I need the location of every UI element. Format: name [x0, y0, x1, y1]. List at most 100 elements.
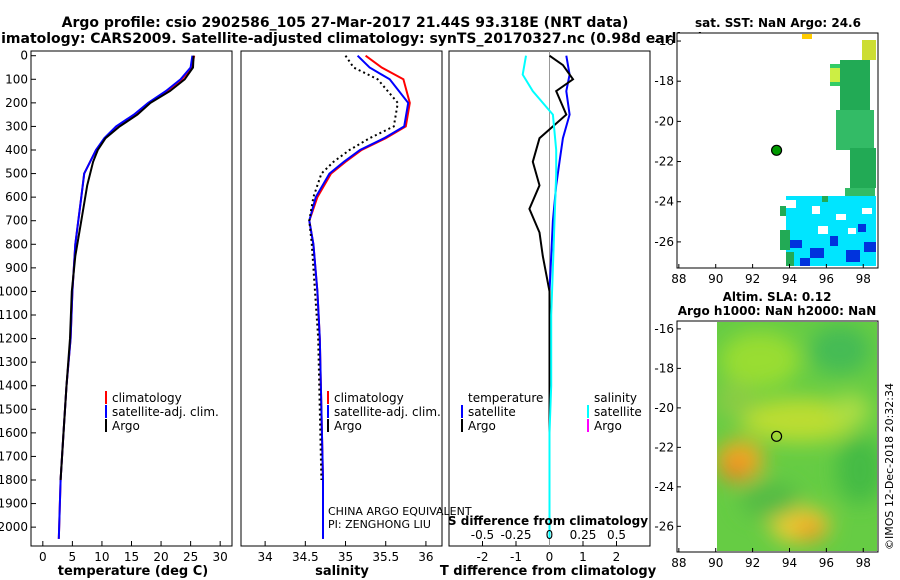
temperature-legend-satellite: satellite-adj. clim.: [112, 405, 219, 419]
temperature-ytick-label: 900: [5, 261, 28, 275]
sla_map-xtick-label: 96: [819, 556, 834, 570]
temperature-ytick-label: 300: [5, 119, 28, 133]
temperature-ytick-label: 200: [5, 96, 28, 110]
temperature-legend-argo: Argo: [112, 419, 140, 433]
sst_map-ytick-label: -18: [654, 74, 674, 88]
temperature-ytick-label: 400: [5, 143, 28, 157]
sst-cell: [850, 148, 876, 188]
sst-cell: [812, 206, 820, 214]
difference-panel: -2 -1 0 1 2 temperature salinity satellite A…: [440, 50, 657, 579]
temperature-xlabel: temperature (deg C): [58, 564, 208, 579]
salinity-xlabel: salinity: [315, 564, 369, 579]
sst_map-xtick-label: 92: [745, 272, 760, 286]
salinity-annotation-line1: CHINA ARGO EQUIVALENT: [328, 505, 472, 518]
difference-legend-title-salinity: salinity: [594, 391, 637, 405]
sla_map-ytick-label: -26: [654, 519, 674, 533]
sla_map-xtick-label: 98: [856, 556, 871, 570]
sst_map-ytick-label: -16: [654, 34, 674, 48]
sst-map-title: sat. SST: NaN Argo: 24.6: [695, 16, 861, 30]
temperature-xtick-label: 0: [39, 550, 47, 564]
salinity-series-satellite-adj-clim-: [308, 54, 410, 539]
sla_map-ytick-label: -22: [654, 440, 674, 454]
sst-cell: [786, 200, 796, 208]
sst-cell: [848, 228, 856, 234]
temperature-legend-climatology: climatology: [112, 391, 182, 405]
sst-cell: [858, 224, 866, 232]
temperature-ytick-label: 1000: [0, 284, 28, 298]
temperature-ytick-label: 1100: [0, 308, 28, 322]
sla_map-ytick-label: -16: [654, 322, 674, 336]
sla-argo-marker: [770, 430, 783, 442]
temperature-xtick-label: 25: [183, 550, 198, 564]
salinity-xtick-label: 34.5: [292, 550, 319, 564]
temperature-xtick-label: 10: [94, 550, 109, 564]
sst-cell: [840, 60, 870, 110]
difference-xtick-label: 0: [546, 550, 554, 564]
salinity-xtick-label: 36: [418, 550, 433, 564]
sst_map-ytick-label: -26: [654, 235, 674, 249]
difference-xtick-label: -2: [477, 550, 489, 564]
temperature-ytick-label: 600: [5, 190, 28, 204]
sst_map-ytick-label: -20: [654, 114, 674, 128]
sst-argo-marker: [770, 144, 783, 156]
temperature-ytick-label: 100: [5, 72, 28, 86]
temperature-xtick-label: 30: [213, 550, 228, 564]
difference-xtick-label: 2: [613, 550, 621, 564]
salinity-panel: 34 34.5 35 35.5 36 climatology satellite-adj…: [240, 50, 472, 579]
sst-cell: [864, 242, 876, 252]
temperature-ytick-label: 700: [5, 214, 28, 228]
sst_map-xtick-label: 90: [708, 272, 723, 286]
temperature-ytick-label: 1800: [0, 473, 28, 487]
sla_map-xtick-label: 94: [782, 556, 797, 570]
difference-xtick2-label: 0.25: [570, 528, 597, 542]
sst-cell: [780, 230, 790, 250]
sst_map-xtick-label: 88: [671, 272, 686, 286]
title-line2: Climatology: CARS2009. Satellite-adjuste…: [0, 31, 704, 47]
salinity-series-argo: [308, 55, 399, 481]
salinity-annotation-line2: PI: ZENGHONG LIU: [328, 518, 431, 531]
temperature-xtick-label: 5: [69, 550, 77, 564]
difference-xlabel-salinity: S difference from climatology: [448, 514, 648, 528]
sst-cell: [836, 110, 874, 150]
temperature-series-argo: [59, 55, 195, 481]
difference-xlabel-temperature: T difference from climatology: [440, 564, 657, 579]
sla-map-panel: Altim. SLA: 0.12 Argo h1000: NaN h2000: …: [654, 290, 879, 570]
sst-cell: [862, 208, 872, 214]
sst-cell: [802, 34, 812, 39]
difference-legend-t-argo: Argo: [468, 419, 496, 433]
salinity-series-climatology: [308, 54, 411, 539]
sst-cell: [830, 68, 840, 82]
difference-series-s-satellite: [521, 55, 558, 539]
salinity-xtick-label: 35: [338, 550, 353, 564]
temperature-xtick-label: 15: [124, 550, 139, 564]
sst-cell: [830, 236, 838, 246]
salinity-legend-climatology: climatology: [334, 391, 404, 405]
sst-cell: [818, 226, 828, 234]
sst-map-panel: sat. SST: NaN Argo: 24.6 88 90 92 94 96 98 -16…: [654, 16, 879, 286]
sst_map-xtick-label: 94: [782, 272, 797, 286]
sla_map-xtick-label: 90: [708, 556, 723, 570]
sla_map-xtick-label: 92: [745, 556, 760, 570]
sla_map-ytick-label: -18: [654, 361, 674, 375]
sst_map-xtick-label: 98: [856, 272, 871, 286]
sst_map-ytick-label: -22: [654, 155, 674, 169]
temperature-ytick-label: 0: [20, 49, 28, 63]
temperature-series-satellite-adj-clim-: [57, 55, 194, 539]
difference-series-t-argo: [528, 54, 575, 480]
difference-legend-t-satellite: satellite: [468, 405, 516, 419]
difference-xtick-label: -1: [510, 550, 522, 564]
sla_map-ytick-label: -20: [654, 401, 674, 415]
imos-timestamp: ©IMOS 12-Dec-2018 20:32:34: [883, 383, 896, 550]
temperature-ytick-label: 1700: [0, 449, 28, 463]
sst-cell: [800, 258, 810, 266]
temperature-ytick-label: 1400: [0, 379, 28, 393]
temperature-ytick-label: 1500: [0, 402, 28, 416]
temperature-ytick-label: 1600: [0, 426, 28, 440]
sst-cell: [822, 196, 828, 202]
temperature-ytick-label: 2000: [0, 520, 28, 534]
difference-xtick2-label: 0: [546, 528, 554, 542]
difference-xtick2-label: -0.25: [500, 528, 531, 542]
sla-map-title-line1: Altim. SLA: 0.12: [723, 290, 832, 304]
temperature-series-climatology: [57, 55, 196, 539]
